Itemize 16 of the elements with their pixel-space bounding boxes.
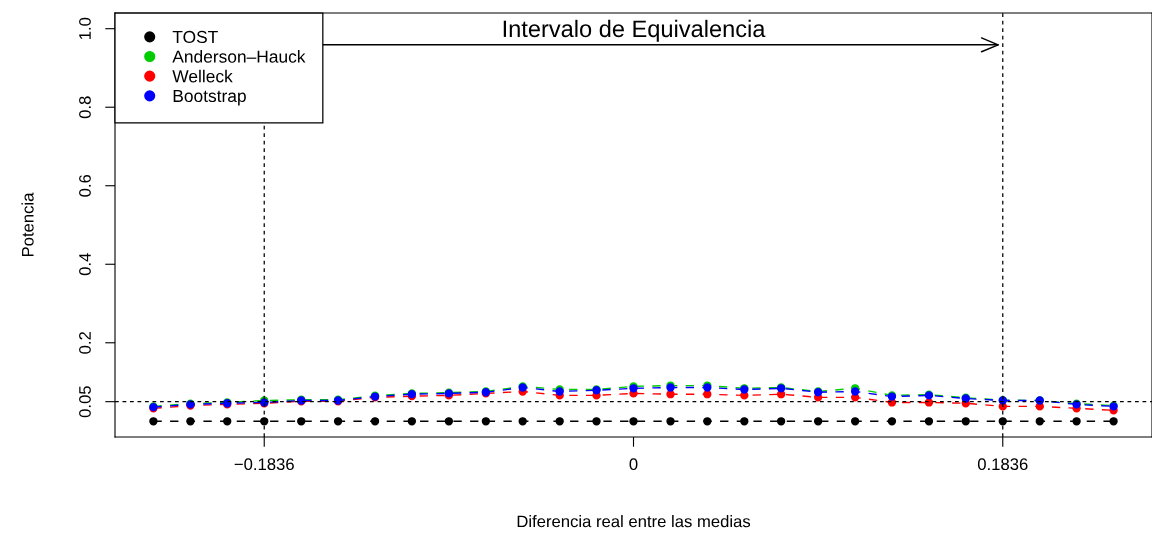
y-tick-label: 0.8 [79,96,91,119]
y-tick-label: 1.0 [79,17,91,40]
x-tick-label: 0 [629,458,638,471]
y-tick-label: 0.05 [79,386,91,418]
y-axis-title: Potencia [21,192,34,257]
legend-label: TOST [172,30,218,44]
x-tick-label: 0.1836 [977,458,1028,471]
y-tick-label: 0.2 [79,332,91,354]
annotation: Intervalo de Equivalencia [503,19,766,42]
y-tick-label: 0.6 [79,174,91,197]
legend-label: Bootstrap [173,89,246,106]
x-tick-label: −0.1836 [234,458,294,471]
legend-label: Welleck [172,69,233,83]
legend-label: Anderson–Hauck [172,50,306,63]
y-tick-label: 0.4 [79,253,91,276]
x-axis-title: Diferencia real entre las medias [517,515,751,528]
